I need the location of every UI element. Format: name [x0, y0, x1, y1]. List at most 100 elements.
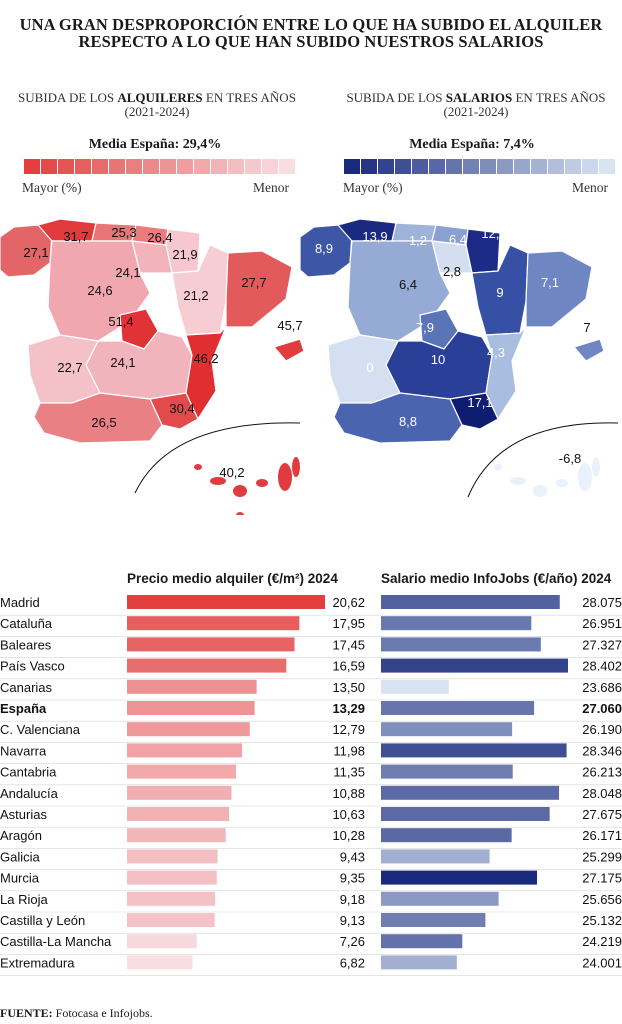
ramp-swatch: [41, 159, 57, 174]
ramp-swatch: [24, 159, 40, 174]
salary-bar: [381, 891, 499, 906]
ramp-swatch: [514, 159, 530, 174]
salary-subhead-years: (2021-2024): [443, 104, 509, 119]
rent-map-label: 46,2: [193, 351, 218, 366]
ramp-swatch: [565, 159, 581, 174]
salary-bar: [381, 722, 513, 737]
rent-value-label: 13,50: [332, 680, 365, 695]
region-label: La Rioja: [0, 892, 48, 907]
salary-value-label: 24.219: [582, 934, 622, 949]
salary-map-label: 12,4: [481, 226, 506, 241]
rent-value-label: 10,63: [332, 807, 365, 822]
salary-map-label: 2,8: [443, 264, 461, 279]
salary-value-label: 28.402: [582, 659, 622, 674]
salary-value-label: 27.675: [582, 807, 622, 822]
ramp-swatch: [548, 159, 564, 174]
salary-bar: [381, 616, 532, 631]
rent-value-label: 13,29: [332, 701, 365, 716]
salary-bar: [381, 934, 463, 949]
salary-bar: [381, 595, 560, 609]
rent-subhead-years: (2021-2024): [124, 104, 190, 119]
rent-value-label: 9,18: [340, 892, 365, 907]
region-label: Cataluña: [0, 616, 53, 631]
salary-media: Media España: 7,4%: [409, 137, 535, 152]
rent-map-label: 24,1: [110, 355, 135, 370]
rent-map-label: 27,7: [241, 275, 266, 290]
salary-subhead: SUBIDA DE LOS SALARIOS EN TRES AÑOS (202…: [326, 91, 622, 119]
salary-bar: [381, 849, 490, 864]
salary-map-label: 9: [496, 285, 503, 300]
title-line-2: RESPECTO A LO QUE HAN SUBIDO NUESTROS SA…: [78, 32, 544, 51]
salary-bar: [381, 955, 457, 970]
ramp-swatch: [378, 159, 394, 174]
region-baleares: [272, 338, 305, 362]
salary-color-ramp: [344, 159, 616, 174]
region-label: Aragón: [0, 828, 42, 843]
rent-value-label: 6,82: [340, 955, 365, 970]
region-baleares: [572, 338, 605, 362]
salary-value-label: 26.171: [582, 828, 622, 843]
region-label: Castilla-La Mancha: [0, 934, 112, 949]
rent-canarias-frame: [134, 422, 301, 494]
salary-canarias: [494, 457, 600, 497]
region-c-valenciana: [185, 326, 227, 421]
salary-value-label: 27.060: [582, 701, 622, 716]
rent-bar: [127, 616, 300, 631]
ramp-swatch: [109, 159, 125, 174]
salary-bar: [381, 785, 560, 800]
rent-bar: [127, 913, 215, 927]
region-label: Murcia: [0, 871, 40, 886]
salary-menor-label: Menor: [572, 180, 608, 195]
source-note: FUENTE: Fotocasa e Infojobs.: [0, 1006, 153, 1021]
rent-map-label: 40,2: [219, 465, 244, 480]
region-andalucia: [333, 392, 463, 444]
salary-map-label: 13,9: [362, 229, 387, 244]
salary-map-label: 10: [431, 352, 445, 367]
rent-bar: [127, 701, 255, 715]
salary-map-label: -6,8: [559, 451, 581, 466]
ramp-swatch: [446, 159, 462, 174]
salary-map-label: 7: [583, 320, 590, 335]
salary-map-label: 0: [366, 360, 373, 375]
rent-map-label: 24,6: [87, 283, 112, 298]
salary-value-label: 28.346: [582, 743, 622, 758]
ramp-swatch: [344, 159, 360, 174]
ramp-swatch: [599, 159, 615, 174]
ramp-swatch: [582, 159, 598, 174]
rent-bar: [127, 637, 295, 652]
salary-value-label: 26.951: [582, 616, 622, 631]
rent-value-label: 16,59: [332, 659, 365, 674]
salary-value-label: 28.048: [582, 786, 622, 801]
salary-value-label: 24.001: [582, 955, 622, 970]
rent-bar: [127, 658, 287, 673]
salary-map-label: 1,2: [409, 233, 427, 248]
region-label: Castilla y León: [0, 913, 85, 928]
salary-map-label: 7,1: [541, 275, 559, 290]
salary-map-label: 17,1: [467, 395, 492, 410]
region-c-valenciana: [485, 326, 527, 421]
salary-map-label: 6,4: [399, 277, 417, 292]
region-label: España: [0, 701, 47, 716]
salary-value-label: 23.686: [582, 680, 622, 695]
salary-chart-title: Salario medio InfoJobs (€/año) 2024: [381, 571, 612, 586]
rent-media: Media España: 29,4%: [88, 137, 222, 152]
salary-value-label: 25.656: [582, 892, 622, 907]
source-label: FUENTE:: [0, 1006, 53, 1020]
salary-bar: [381, 807, 550, 821]
rent-map-label: 45,7: [277, 318, 302, 333]
rent-canarias: [194, 457, 300, 515]
ramp-swatch: [480, 159, 496, 174]
salary-map-label: 6,4: [449, 232, 467, 247]
rent-bar: [127, 891, 216, 906]
rent-map-label: 31,7: [63, 229, 88, 244]
rent-value-label: 10,28: [332, 828, 365, 843]
region-label: Madrid: [0, 595, 40, 610]
salary-map-labels: 8,9 13,9 1,2 6,4 12,4 2,8 6,4 9 7,1 7,9 7 0 10 4,3 8,8…: [315, 226, 591, 466]
source-text: Fotocasa e Infojobs.: [52, 1006, 153, 1020]
rent-value-label: 12,79: [332, 722, 365, 737]
region-label: Galicia: [0, 849, 41, 864]
region-cataluna: [225, 250, 293, 328]
ramp-swatch: [177, 159, 193, 174]
rent-map-label: 24,1: [115, 265, 140, 280]
rent-value-label: 10,88: [332, 786, 365, 801]
